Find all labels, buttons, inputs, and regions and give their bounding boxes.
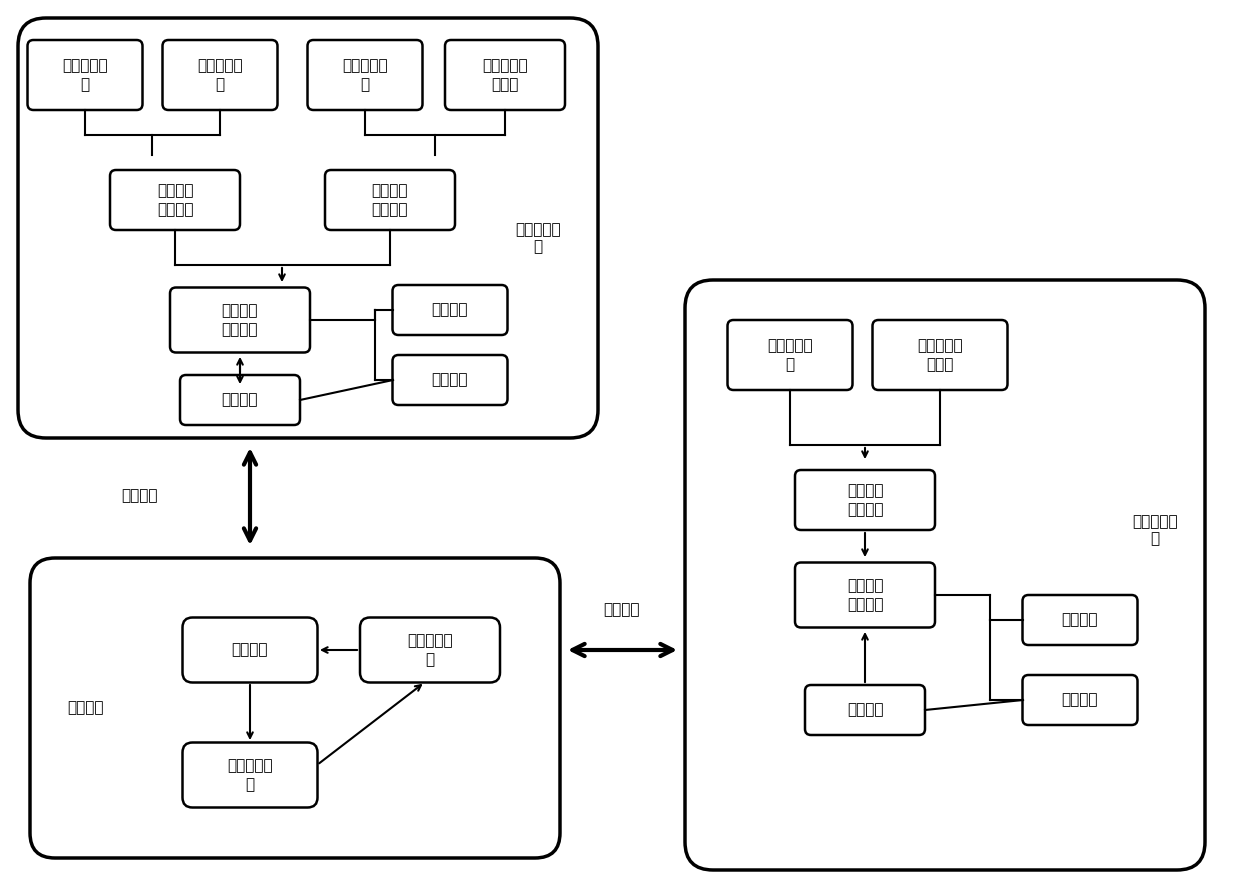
Text: 无线通信
模块模块: 无线通信 模块模块	[222, 303, 258, 337]
Text: 车辆位置模
块: 车辆位置模 块	[197, 58, 243, 92]
FancyBboxPatch shape	[19, 18, 598, 438]
Text: 声音模块: 声音模块	[1061, 692, 1099, 707]
FancyBboxPatch shape	[180, 375, 300, 425]
FancyBboxPatch shape	[1023, 675, 1137, 725]
Text: 显示模块: 显示模块	[432, 302, 469, 318]
Text: 主线车流
监测模块: 主线车流 监测模块	[156, 183, 193, 217]
Text: 车辆位置测
量模块: 车辆位置测 量模块	[918, 338, 962, 372]
FancyBboxPatch shape	[445, 40, 565, 110]
FancyBboxPatch shape	[182, 742, 317, 807]
FancyBboxPatch shape	[325, 170, 455, 230]
Text: 车速测量模
块: 车速测量模 块	[62, 58, 108, 92]
FancyBboxPatch shape	[30, 558, 560, 858]
FancyBboxPatch shape	[795, 470, 935, 530]
Text: 无线通信
模块模块: 无线通信 模块模块	[847, 578, 883, 612]
Text: 主线车流
监测模块: 主线车流 监测模块	[847, 483, 883, 516]
Text: 公示模块: 公示模块	[222, 392, 258, 408]
FancyBboxPatch shape	[308, 40, 423, 110]
Text: 匝道车辆
监测模块: 匝道车辆 监测模块	[372, 183, 408, 217]
Text: 监控中心: 监控中心	[67, 700, 103, 715]
FancyBboxPatch shape	[873, 320, 1007, 390]
Text: 车辆位置测
量模块: 车辆位置测 量模块	[482, 58, 528, 92]
Text: 车速测量模
块: 车速测量模 块	[768, 338, 812, 372]
Text: 无线通信模
块: 无线通信模 块	[407, 633, 453, 667]
Text: 车速测量模
块: 车速测量模 块	[342, 58, 388, 92]
FancyBboxPatch shape	[393, 355, 507, 405]
Text: 中央决策模
块: 中央决策模 块	[227, 758, 273, 792]
Text: 公示模块: 公示模块	[847, 703, 883, 717]
FancyBboxPatch shape	[162, 40, 278, 110]
FancyBboxPatch shape	[27, 40, 143, 110]
FancyBboxPatch shape	[805, 685, 925, 735]
Text: 无线通信: 无线通信	[122, 489, 159, 503]
FancyBboxPatch shape	[795, 563, 935, 627]
FancyBboxPatch shape	[170, 287, 310, 352]
FancyBboxPatch shape	[182, 617, 317, 682]
Text: 无线通信: 无线通信	[604, 602, 640, 617]
FancyBboxPatch shape	[684, 280, 1205, 870]
Text: 存储模块: 存储模块	[232, 642, 268, 657]
Text: 显示模块: 显示模块	[1061, 613, 1099, 627]
FancyBboxPatch shape	[393, 285, 507, 335]
Text: 声音模块: 声音模块	[432, 373, 469, 387]
FancyBboxPatch shape	[110, 170, 241, 230]
Text: 匝道路侧设
备: 匝道路侧设 备	[515, 222, 560, 254]
FancyBboxPatch shape	[728, 320, 853, 390]
Text: 沿线路侧设
备: 沿线路侧设 备	[1132, 514, 1178, 546]
FancyBboxPatch shape	[1023, 595, 1137, 645]
FancyBboxPatch shape	[360, 617, 500, 682]
